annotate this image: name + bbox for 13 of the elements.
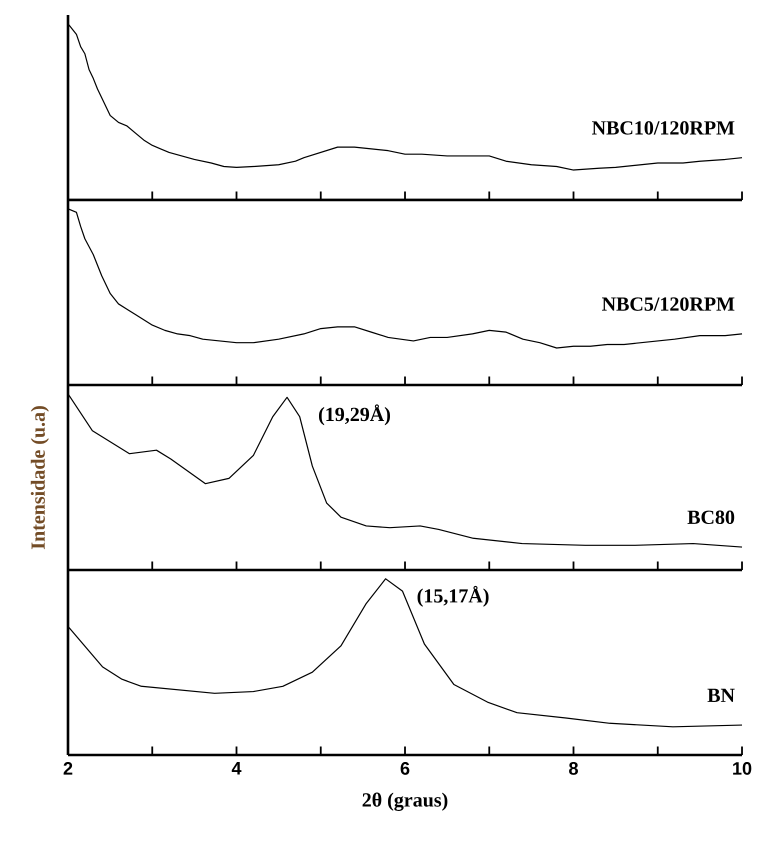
series-label: NBC10/120RPM [592,121,734,135]
annotation: (19,29Å) [319,404,390,426]
x-tick-label: 6 [400,762,410,775]
x-tick-label: 10 [733,762,752,775]
x-tick-label: 4 [232,762,242,774]
annotation: (15,17Å) [418,586,489,607]
y-axis-title: Intensidade (u.a) [30,406,49,550]
x-axis-title: 2θ (graus) [362,792,448,811]
series-label: NBC5/120RPM [602,297,734,311]
series-label: BC80 [688,510,734,524]
x-tick-label: 2 [64,762,72,775]
series-label: BN [708,688,735,702]
x-tick-label: 8 [569,762,578,775]
